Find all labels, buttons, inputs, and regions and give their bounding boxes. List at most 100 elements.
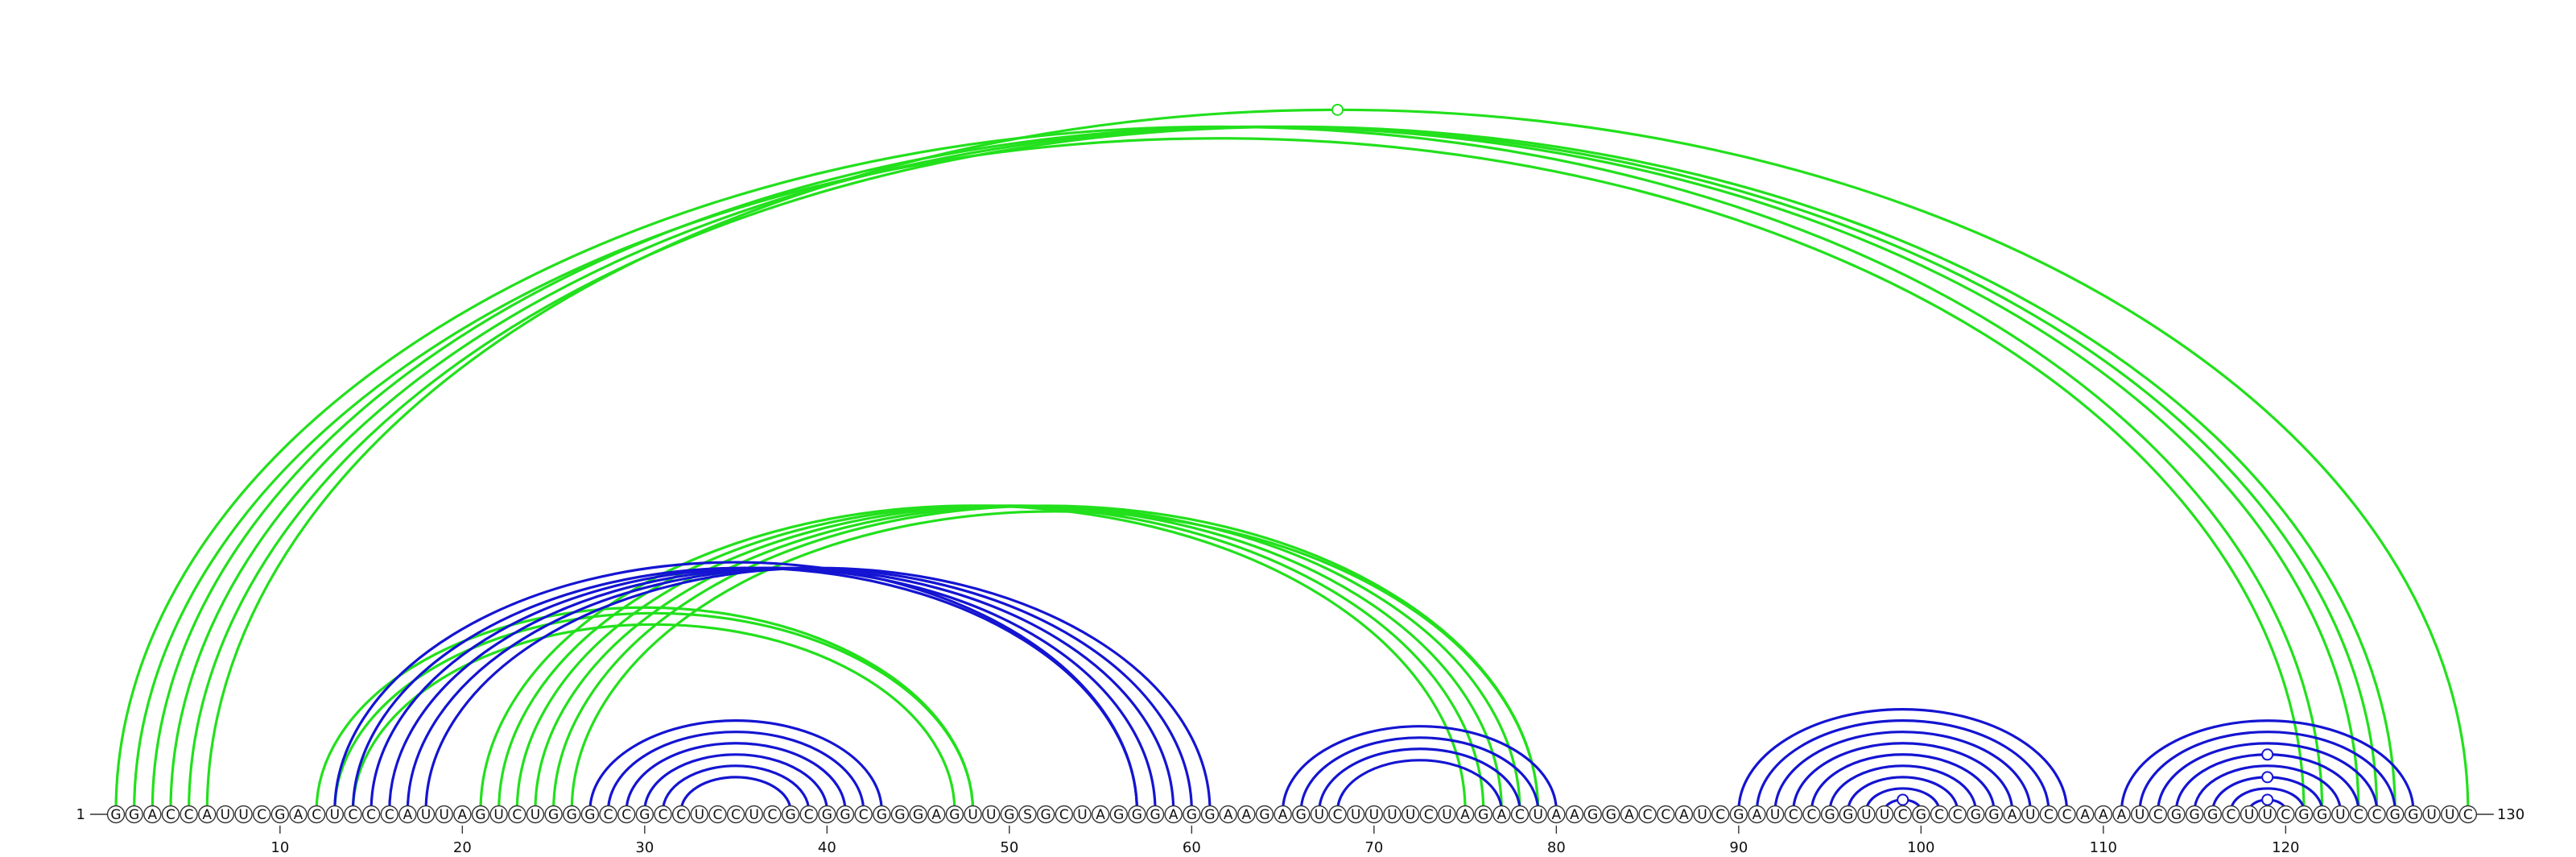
nucleotide-letter: G: [2190, 807, 2200, 823]
nucleotide-letter: C: [349, 807, 358, 823]
nucleotide-letter: U: [1697, 807, 1707, 823]
nucleotide-circle: [1219, 805, 1237, 824]
nucleotide-letter: G: [2317, 807, 2327, 823]
nucleotide-letter: G: [1041, 807, 1051, 823]
nucleotide-circle: [2222, 805, 2240, 824]
nucleotide-letter: A: [1169, 807, 1179, 823]
start-position-label: 1: [76, 806, 85, 823]
nucleotide-letter: G: [1971, 807, 1981, 823]
nucleotide-circle: [1128, 805, 1146, 824]
nucleotide: C: [1948, 805, 1967, 824]
nucleotide-circle: [671, 805, 691, 824]
nucleotide: A: [1455, 805, 1475, 824]
nucleotide: U: [435, 805, 453, 824]
nucleotide-circle: [216, 805, 235, 824]
nucleotide: C: [854, 805, 873, 824]
nucleotide-circle: [1711, 805, 1730, 824]
nucleotide-letter: C: [2372, 807, 2382, 823]
nucleotide-letter: U: [1880, 807, 1889, 823]
blue-arc: [1792, 742, 2014, 812]
nucleotide-letter: G: [1733, 807, 1744, 823]
nucleotide: A: [1237, 805, 1256, 824]
nucleotide: U: [1310, 805, 1329, 824]
nucleotide: G: [781, 805, 800, 824]
nucleotide-circle: [1674, 805, 1694, 824]
nucleotide-circle: [1510, 805, 1530, 824]
nucleotide-letter: G: [129, 807, 139, 823]
nucleotide: C: [344, 805, 362, 824]
nucleotide-circle: [398, 805, 417, 824]
nucleotide-circle: [836, 805, 855, 824]
nucleotide-circle: [344, 805, 362, 824]
nucleotide-letter: C: [1515, 807, 1525, 823]
nucleotide-circle: [1529, 805, 1547, 824]
nucleotide: U: [1438, 805, 1456, 824]
nucleotide-letter: C: [385, 807, 394, 823]
nucleotide-letter: C: [1643, 807, 1653, 823]
nucleotide-letter: G: [1132, 807, 1142, 823]
nucleotide-circle: [1912, 805, 1930, 824]
nucleotide-circle: [1748, 805, 1766, 824]
nucleotide-letter: U: [1533, 807, 1542, 823]
nucleotide: G: [1183, 805, 1201, 824]
nucleotide: U: [1346, 805, 1365, 824]
nucleotide-letter: A: [1241, 807, 1251, 823]
nucleotide: G: [1984, 805, 2004, 824]
blue-arc: [2193, 764, 2342, 812]
nucleotide-letter: U: [439, 807, 448, 823]
nucleotide-letter: G: [567, 807, 577, 823]
nucleotide-letter: U: [2335, 807, 2345, 823]
nucleotide-circle: [2277, 805, 2295, 824]
nucleotide-circle: [2003, 805, 2021, 824]
nucleotide: A: [1164, 805, 1183, 824]
nucleotide-letter: A: [1752, 807, 1762, 823]
nucleotide-circle: [1620, 805, 1639, 824]
nucleotide-letter: C: [1807, 807, 1817, 823]
nucleotide-letter: U: [2244, 807, 2254, 823]
nucleotide-circle: [2313, 805, 2331, 824]
green-arc: [188, 125, 2396, 812]
nucleotide-letter: A: [202, 807, 212, 823]
nucleotide: C: [2458, 805, 2478, 824]
nucleotide-circle: [1967, 805, 1985, 824]
nucleotide-circle: [125, 805, 143, 824]
nucleotide: G: [580, 805, 600, 824]
nucleotide: U: [2258, 805, 2277, 824]
nucleotide-circle: [1839, 805, 1857, 824]
nucleotide-circle: [1091, 805, 1110, 824]
nucleotide-letter: C: [1934, 807, 1944, 823]
position-axis: 10 20 30 40 50 60 70 80 90 100 110 120: [270, 826, 2300, 856]
nucleotide-circle: [544, 805, 563, 824]
nucleotide-letter: C: [804, 807, 814, 823]
nucleotide: U: [416, 805, 436, 824]
nucleotide: U: [2021, 805, 2040, 824]
nucleotide: U: [981, 805, 1001, 824]
nucleotide-circle: [416, 805, 436, 824]
nucleotide: A: [2112, 805, 2131, 824]
arc-apex-marker: [1897, 793, 1909, 806]
nucleotide-letter: U: [2262, 807, 2272, 823]
nucleotide-letter: C: [184, 807, 194, 823]
nucleotide-letter: G: [2298, 807, 2309, 823]
nucleotide-circle: [1875, 805, 1894, 824]
nucleotide-letter: G: [785, 807, 795, 823]
nucleotide-circle: [1638, 805, 1657, 824]
nucleotide: U: [745, 805, 763, 824]
nucleotide-letter: U: [1351, 807, 1360, 823]
nucleotide: G: [945, 805, 964, 824]
nucleotide-circle: [981, 805, 1001, 824]
nucleotide-circle: [1164, 805, 1183, 824]
nucleotide: A: [1565, 805, 1584, 824]
nucleotide-letter: G: [475, 807, 485, 823]
blue-arc: [588, 719, 883, 812]
nucleotide-circle: [1419, 805, 1439, 824]
blue-arc: [1737, 708, 2069, 812]
blue-arc: [333, 561, 1138, 812]
nucleotide: C: [726, 805, 745, 824]
nucleotide-letter: U: [421, 807, 431, 823]
nucleotide: A: [2075, 805, 2095, 824]
nucleotide: G: [125, 805, 143, 824]
blue-arc: [369, 566, 1157, 812]
nucleotide-letter: A: [1624, 807, 1634, 823]
nucleotide-circle: [1401, 805, 1420, 824]
